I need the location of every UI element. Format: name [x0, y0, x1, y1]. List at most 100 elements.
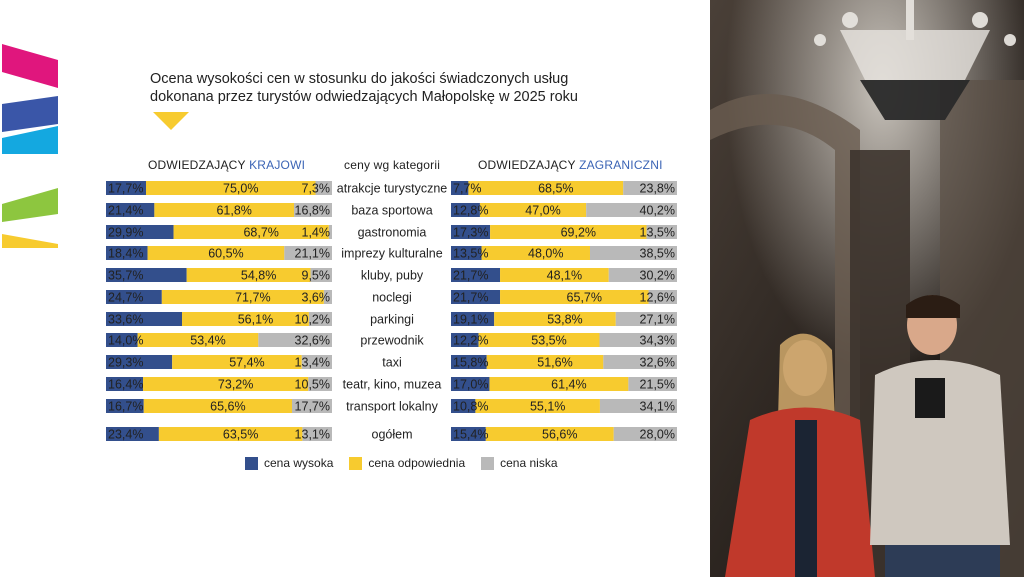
foreign-label-adequate: 47,0%: [525, 204, 560, 218]
domestic-label-high: 18,4%: [108, 247, 143, 261]
domestic-label-adequate: 75,0%: [223, 182, 258, 196]
foreign-label-adequate: 48,0%: [528, 247, 563, 261]
domestic-bar-adequate: [173, 225, 329, 239]
domestic-label-low: 10,2%: [295, 313, 330, 327]
domestic-bar-low: [308, 377, 332, 391]
domestic-label-adequate: 65,6%: [210, 400, 245, 414]
foreign-bar-adequate: [485, 427, 614, 441]
foreign-bar-high: [451, 268, 501, 282]
chart-title: Ocena wysokości cen w stosunku do jakośc…: [150, 70, 620, 106]
foreign-bar-low: [586, 203, 677, 217]
domestic-bar-high: [106, 312, 183, 326]
category-label: kluby, puby: [361, 269, 424, 283]
category-label: baza sportowa: [351, 204, 432, 218]
domestic-bar-low: [328, 225, 332, 239]
header-domestic: ODWIEDZAJĄCY KRAJOWI: [148, 158, 305, 172]
foreign-label-low: 32,6%: [640, 356, 675, 370]
foreign-bar-high: [451, 181, 469, 195]
category-label: noclegi: [372, 291, 412, 305]
legend-item-high: cena wysoka: [245, 456, 333, 470]
domestic-bar-adequate: [158, 427, 303, 441]
domestic-bar-adequate: [172, 355, 302, 369]
legend-swatch-low: [481, 456, 495, 470]
foreign-label-low: 40,2%: [640, 204, 675, 218]
foreign-bar-adequate: [489, 377, 629, 391]
brand-shape-navy: [2, 96, 58, 132]
foreign-label-low: 34,1%: [640, 400, 675, 414]
domestic-bar-adequate: [137, 333, 259, 347]
domestic-label-low: 21,1%: [295, 247, 330, 261]
domestic-bar-high: [106, 181, 147, 195]
category-label: taxi: [382, 356, 401, 370]
domestic-label-low: 17,7%: [295, 400, 330, 414]
domestic-label-adequate: 71,7%: [235, 291, 270, 305]
foreign-bar-low: [615, 312, 677, 326]
stacked-bar-chart: 17,7% 75,0% 7,3% atrakcje turystyczne 21,4% 6…: [106, 181, 677, 442]
category-label: przewodnik: [360, 334, 424, 348]
foreign-label-high: 12,2%: [453, 334, 488, 348]
domestic-label-adequate: 56,1%: [238, 313, 273, 327]
domestic-bar-adequate: [154, 203, 295, 217]
domestic-bar-low: [291, 399, 332, 413]
domestic-bar-high: [106, 399, 144, 413]
foreign-label-high: 15,4%: [453, 428, 488, 442]
domestic-label-high: 16,4%: [108, 378, 143, 392]
tourists-photo: [710, 0, 1024, 577]
domestic-label-low: 16,8%: [295, 204, 330, 218]
domestic-bar-high: [106, 427, 159, 441]
foreign-label-adequate: 55,1%: [530, 400, 565, 414]
foreign-label-adequate: 68,5%: [538, 182, 573, 196]
domestic-label-high: 23,4%: [108, 428, 143, 442]
domestic-bar-high: [106, 246, 148, 260]
domestic-label-low: 3,6%: [302, 291, 331, 305]
brand-shape-magenta: [2, 44, 58, 88]
foreign-bar-adequate: [490, 225, 647, 239]
domestic-bar-high: [106, 333, 138, 347]
foreign-bar-low: [599, 333, 677, 347]
domestic-bar-low: [301, 355, 332, 369]
domestic-bar-high: [106, 203, 155, 217]
foreign-bar-high: [451, 312, 495, 326]
domestic-bar-adequate: [143, 399, 292, 413]
foreign-bar-low: [599, 399, 677, 413]
foreign-bar-low: [646, 225, 677, 239]
domestic-label-adequate: 53,4%: [190, 334, 225, 348]
foreign-label-high: 12,8%: [453, 204, 488, 218]
domestic-label-high: 29,9%: [108, 226, 143, 240]
foreign-label-low: 12,6%: [640, 291, 675, 305]
foreign-bar-adequate: [500, 268, 609, 282]
chart-title-line2: dokonana przez turystów odwiedzających M…: [150, 89, 578, 105]
triangle-down-icon: [153, 112, 189, 130]
domestic-bar-low: [315, 181, 332, 195]
foreign-label-adequate: 53,5%: [531, 334, 566, 348]
foreign-bar-adequate: [481, 246, 590, 260]
domestic-label-low: 13,1%: [295, 428, 330, 442]
domestic-label-adequate: 60,5%: [208, 247, 243, 261]
domestic-label-high: 29,3%: [108, 356, 143, 370]
domestic-label-high: 33,6%: [108, 313, 143, 327]
foreign-bar-high: [451, 225, 491, 239]
domestic-bar-high: [106, 225, 174, 239]
domestic-bar-adequate: [161, 290, 324, 304]
header-category: ceny wg kategorii: [344, 158, 441, 172]
domestic-label-low: 7,3%: [302, 182, 331, 196]
domestic-label-high: 21,4%: [108, 204, 143, 218]
foreign-bar-high: [451, 246, 482, 260]
domestic-label-high: 16,7%: [108, 400, 143, 414]
header-domestic-prefix: ODWIEDZAJĄCY: [148, 158, 246, 172]
foreign-bar-high: [451, 355, 487, 369]
category-label: parkingi: [370, 313, 414, 327]
foreign-bar-low: [628, 377, 677, 391]
domestic-bar-low: [258, 333, 332, 347]
foreign-bar-high: [451, 333, 479, 347]
foreign-bar-low: [608, 268, 677, 282]
domestic-bar-high: [106, 268, 187, 282]
legend-label-high: cena wysoka: [264, 456, 334, 470]
foreign-label-high: 10,8%: [453, 400, 488, 414]
brand-shape-yellow: [2, 234, 58, 248]
foreign-bar-high: [451, 377, 490, 391]
domestic-label-high: 17,7%: [108, 182, 143, 196]
foreign-bar-high: [451, 203, 480, 217]
foreign-bar-high: [451, 290, 501, 304]
domestic-label-low: 10,5%: [295, 378, 330, 392]
